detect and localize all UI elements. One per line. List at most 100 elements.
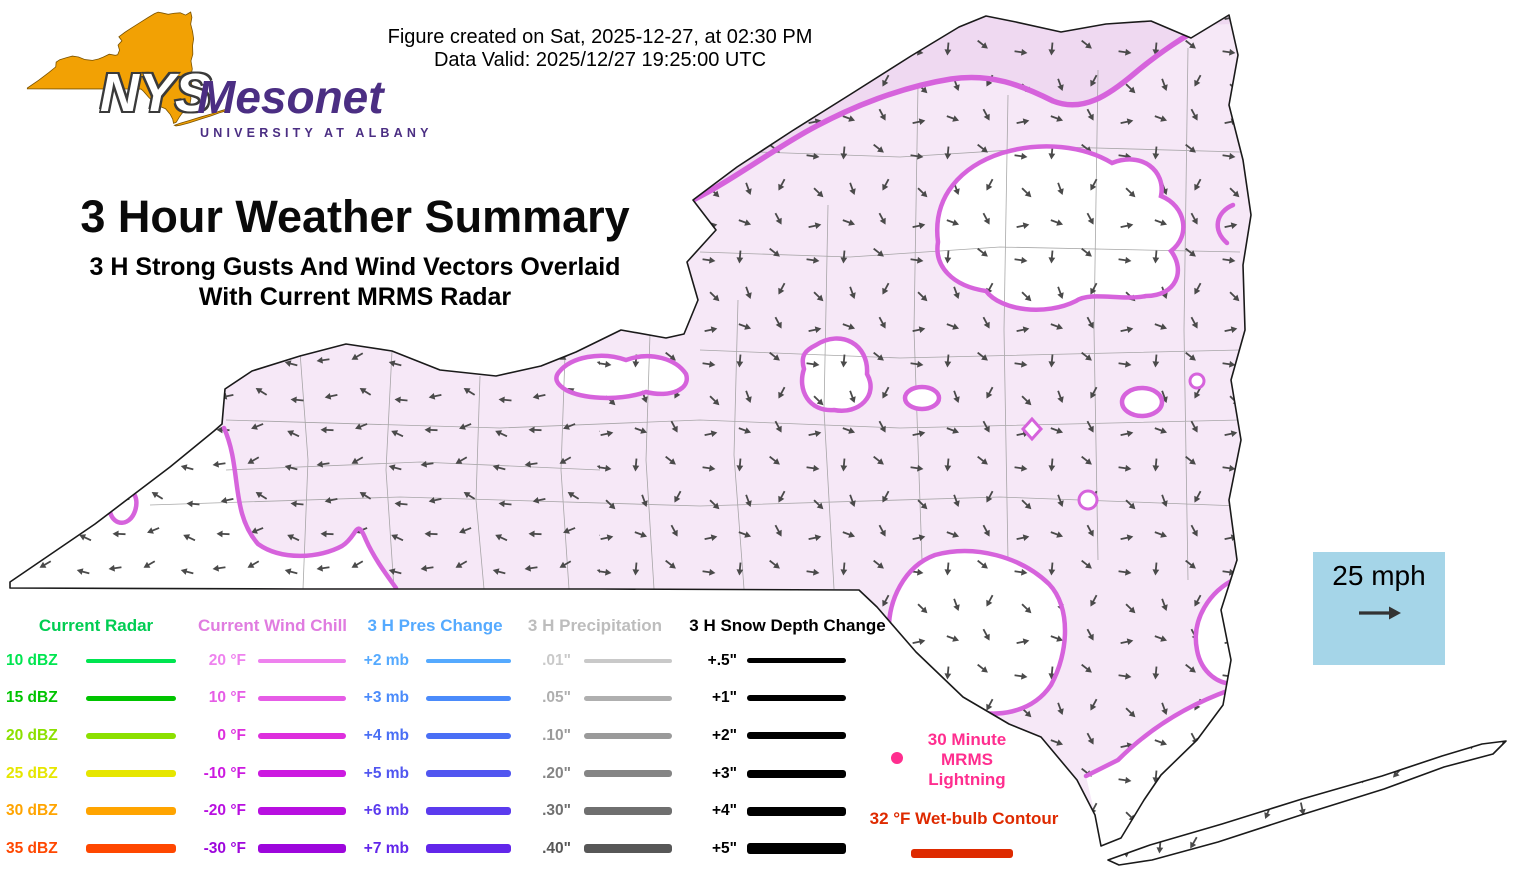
windchill-contours <box>106 22 1242 779</box>
legend-line-sample <box>426 807 511 816</box>
figure-created-text: Figure created on Sat, 2025-12-27, at 02… <box>387 26 813 48</box>
logo-acronym: NYS <box>100 63 212 123</box>
legend-row: 10 °F <box>190 680 355 718</box>
page-title: 3 Hour Weather Summary <box>80 191 630 242</box>
legend-row: 35 dBZ <box>6 830 186 868</box>
legend-row: -30 °F <box>190 830 355 868</box>
legend-column: Current Radar 10 dBZ 15 dBZ 20 dBZ 25 dBZ 30 … <box>6 616 186 868</box>
subtitle-line-2: With Current MRMS Radar <box>198 283 512 311</box>
legend-row-label: 15 dBZ <box>6 689 58 707</box>
legend-row-label: +4 mb <box>363 726 409 744</box>
legend-row-label: -30 °F <box>203 839 246 857</box>
legend-column-header: 3 H Pres Change <box>367 616 503 635</box>
wind-reference-box: 25 mph <box>1313 552 1445 665</box>
legend-row-label: -20 °F <box>203 802 246 820</box>
legend-row-label: 35 dBZ <box>6 839 58 857</box>
legend-line-sample <box>258 770 346 778</box>
legend-column-header: Current Wind Chill <box>197 616 348 635</box>
legend-row: 30 dBZ <box>6 792 186 830</box>
legend-row: +5 mb <box>355 755 515 793</box>
wetbulb-line <box>911 849 1013 858</box>
legend-row-label: 10 dBZ <box>6 651 58 669</box>
legend-row: .05" <box>515 680 675 718</box>
legend-column: 3 H Snow Depth Change +.5" +1" +2" +3" +4" +5" <box>675 616 900 868</box>
legend-row-label: +2 mb <box>363 651 409 669</box>
legend-row-label: +3" <box>711 764 737 782</box>
legend-line-sample <box>426 658 511 663</box>
legend-row: .30" <box>515 792 675 830</box>
legend-row: +5" <box>675 830 900 868</box>
legend-row-label: +3 mb <box>363 689 409 707</box>
legend-row-label: 0 °F <box>217 726 246 744</box>
legend-row-label: +2" <box>711 726 737 744</box>
legend-row-label: 20 dBZ <box>6 726 58 744</box>
legend-row: .40" <box>515 830 675 868</box>
legend-line-sample <box>258 844 346 854</box>
legend-line-sample <box>584 844 672 854</box>
legend-row-label: +5 mb <box>363 764 409 782</box>
legend-line-sample <box>584 732 672 739</box>
legend-row-label: +6 mb <box>363 802 409 820</box>
legend-row: .10" <box>515 717 675 755</box>
legend-row-label: .30" <box>542 802 571 820</box>
legend-line-sample <box>747 769 846 778</box>
legend-line-sample <box>584 807 672 816</box>
legend-line-sample <box>86 658 176 663</box>
legend-line-sample <box>86 770 176 778</box>
legend-row-label: .05" <box>542 689 571 707</box>
legend-line-sample <box>86 807 176 816</box>
subtitle-line-1: 3 H Strong Gusts And Wind Vectors Overla… <box>89 253 621 281</box>
lightning-label-line: MRMS <box>941 750 993 769</box>
legend-row-label: .10" <box>542 726 571 744</box>
legend-row: 20 °F <box>190 642 355 680</box>
legend-row: +7 mb <box>355 830 515 868</box>
legend-line-sample <box>426 844 511 854</box>
legend-row-label: +.5" <box>707 651 737 669</box>
legend-row: 25 dBZ <box>6 755 186 793</box>
wetbulb-label: 32 °F Wet-bulb Contour <box>869 809 1059 828</box>
legend-row: +2 mb <box>355 642 515 680</box>
legend-row: +3 mb <box>355 680 515 718</box>
legend-row: +4 mb <box>355 717 515 755</box>
legend-line-sample <box>426 732 511 739</box>
legend-line-sample <box>258 658 346 663</box>
legend-row-label: .20" <box>542 764 571 782</box>
legend-row: 20 dBZ <box>6 717 186 755</box>
legend-row: +4" <box>675 792 900 830</box>
legend-row: +.5" <box>675 642 900 680</box>
legend-column-header: Current Radar <box>38 616 154 635</box>
legend-column-header: 3 H Snow Depth Change <box>689 616 886 635</box>
legend-row: -20 °F <box>190 792 355 830</box>
legend-line-sample <box>426 695 511 701</box>
legend-row: .01" <box>515 642 675 680</box>
legend-line-sample <box>258 732 346 739</box>
legend-row-label: .40" <box>542 839 571 857</box>
lightning-label-line: 30 Minute <box>927 730 1007 749</box>
legend-row-label: +1" <box>711 689 737 707</box>
legend-row: +2" <box>675 717 900 755</box>
legend-row: 10 dBZ <box>6 642 186 680</box>
logo-wordmark: Mesonet <box>197 71 384 123</box>
legend-row: -10 °F <box>190 755 355 793</box>
legend-line-sample <box>426 770 511 778</box>
legend-row-label: 10 °F <box>208 689 246 707</box>
data-valid-text: Data Valid: 2025/12/27 19:25:00 UTC <box>433 49 767 71</box>
legend-row: +3" <box>675 755 900 793</box>
legend-line-sample <box>258 695 346 701</box>
figure-timestamps: Figure created on Sat, 2025-12-27, at 02… <box>330 26 870 72</box>
legend-column-header: 3 H Precipitation <box>527 616 663 635</box>
legend-row: .20" <box>515 755 675 793</box>
legend-line-sample <box>86 732 176 739</box>
legend-row-label: -10 °F <box>203 764 246 782</box>
lightning-label: 30 Minute MRMS Lightning <box>904 730 1030 790</box>
legend-row-label: +4" <box>711 802 737 820</box>
legend-line-sample <box>258 807 346 816</box>
legend: Current Radar 10 dBZ 15 dBZ 20 dBZ 25 dBZ 30 … <box>0 616 910 876</box>
legend-row-label: 25 dBZ <box>6 764 58 782</box>
legend-row: +6 mb <box>355 792 515 830</box>
legend-column: 3 H Pres Change +2 mb +3 mb +4 mb +5 mb +6 mb… <box>355 616 515 868</box>
legend-line-sample <box>747 695 846 702</box>
legend-row: +1" <box>675 680 900 718</box>
legend-line-sample <box>747 732 846 740</box>
legend-column: Current Wind Chill 20 °F 10 °F 0 °F -10 °F -2… <box>190 616 355 868</box>
